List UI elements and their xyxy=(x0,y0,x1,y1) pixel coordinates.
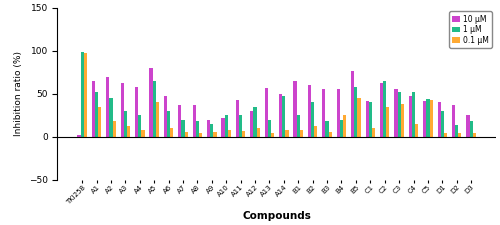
Bar xyxy=(311,102,314,137)
Bar xyxy=(336,90,340,137)
Bar xyxy=(423,101,426,137)
Bar xyxy=(455,125,458,137)
Bar xyxy=(95,92,98,137)
Bar xyxy=(294,81,296,137)
Bar xyxy=(224,115,228,137)
Bar xyxy=(120,83,124,137)
Bar xyxy=(239,115,242,137)
Bar xyxy=(326,121,328,137)
Bar xyxy=(84,53,87,137)
Bar xyxy=(383,81,386,137)
Bar xyxy=(164,95,167,137)
Bar xyxy=(182,120,184,137)
Bar xyxy=(343,115,346,137)
Bar xyxy=(110,98,112,137)
Bar xyxy=(430,100,432,137)
Bar xyxy=(470,121,472,137)
Bar xyxy=(300,130,303,137)
Bar xyxy=(412,92,415,137)
Bar xyxy=(394,90,398,137)
Bar xyxy=(192,105,196,137)
Bar xyxy=(92,81,95,137)
Bar xyxy=(268,120,271,137)
Bar xyxy=(380,83,383,137)
Bar xyxy=(170,128,173,137)
Bar xyxy=(340,120,343,137)
Bar xyxy=(282,95,286,137)
Bar xyxy=(142,130,144,137)
X-axis label: Compounds: Compounds xyxy=(242,211,311,221)
Bar xyxy=(250,111,254,137)
Bar xyxy=(438,102,441,137)
Bar xyxy=(415,124,418,137)
Bar xyxy=(254,107,256,137)
Bar xyxy=(80,52,84,137)
Bar xyxy=(178,105,182,137)
Bar xyxy=(314,126,318,137)
Bar xyxy=(286,130,288,137)
Bar xyxy=(308,85,311,137)
Bar xyxy=(466,115,469,137)
Bar xyxy=(207,120,210,137)
Bar xyxy=(135,87,138,137)
Bar xyxy=(322,90,326,137)
Bar xyxy=(400,104,404,137)
Bar xyxy=(150,68,152,137)
Bar xyxy=(124,111,127,137)
Bar xyxy=(256,128,260,137)
Bar xyxy=(196,121,199,137)
Bar xyxy=(98,107,102,137)
Bar xyxy=(106,76,110,137)
Bar xyxy=(264,88,268,137)
Bar xyxy=(214,132,216,137)
Bar xyxy=(112,121,116,137)
Bar xyxy=(242,131,246,137)
Bar xyxy=(271,133,274,137)
Bar xyxy=(409,96,412,137)
Legend: 10 μM, 1 μM, 0.1 μM: 10 μM, 1 μM, 0.1 μM xyxy=(450,11,492,48)
Bar xyxy=(152,81,156,137)
Bar xyxy=(452,105,455,137)
Bar xyxy=(368,102,372,137)
Bar xyxy=(156,102,159,137)
Bar xyxy=(441,111,444,137)
Bar xyxy=(472,133,476,137)
Y-axis label: Inhibition ratio (%): Inhibition ratio (%) xyxy=(14,51,23,136)
Bar xyxy=(167,111,170,137)
Bar xyxy=(386,107,390,137)
Bar xyxy=(296,115,300,137)
Bar xyxy=(236,100,239,137)
Bar xyxy=(351,71,354,137)
Bar xyxy=(228,130,231,137)
Bar xyxy=(358,98,360,137)
Bar xyxy=(138,115,141,137)
Bar xyxy=(199,133,202,137)
Bar xyxy=(78,135,80,137)
Bar xyxy=(328,132,332,137)
Bar xyxy=(184,132,188,137)
Bar xyxy=(426,99,430,137)
Bar xyxy=(279,94,282,137)
Bar xyxy=(210,124,214,137)
Bar xyxy=(354,87,358,137)
Bar xyxy=(222,118,224,137)
Bar xyxy=(127,126,130,137)
Bar xyxy=(366,101,368,137)
Bar xyxy=(372,128,375,137)
Bar xyxy=(444,133,447,137)
Bar xyxy=(458,133,462,137)
Bar xyxy=(398,92,400,137)
